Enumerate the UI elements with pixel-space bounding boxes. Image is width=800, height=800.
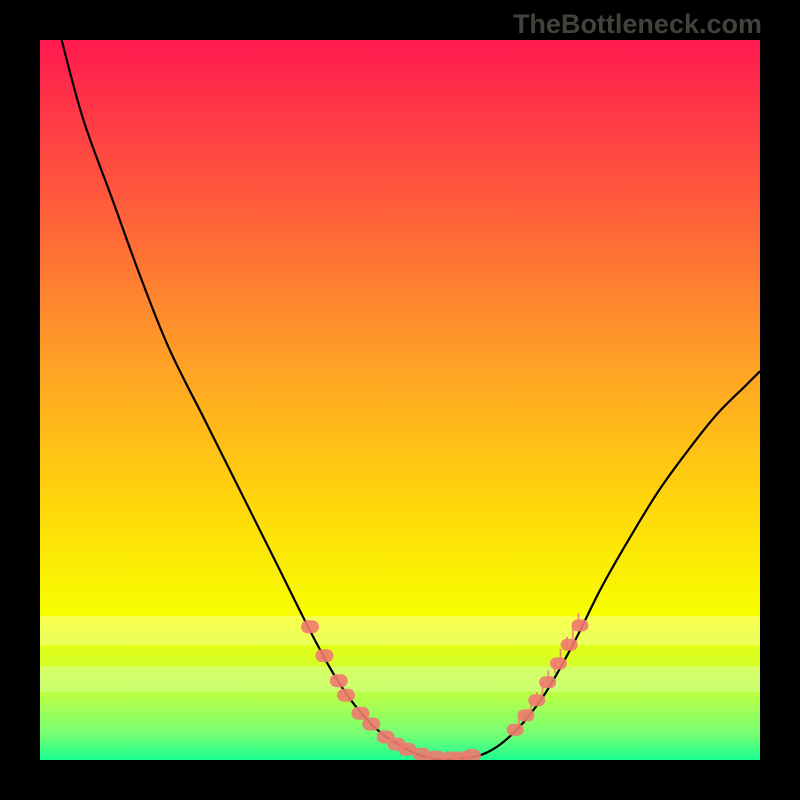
reference-point — [362, 718, 380, 731]
reference-point — [572, 619, 589, 631]
plot-area — [40, 40, 760, 760]
reference-point — [463, 749, 481, 760]
reference-point — [528, 694, 545, 706]
reference-point — [315, 649, 333, 662]
bottleneck-figure: TheBottleneck.com — [0, 0, 800, 800]
reference-point — [351, 707, 369, 720]
gradient-background — [40, 40, 760, 760]
reference-point — [301, 620, 319, 633]
watermark-text: TheBottleneck.com — [513, 9, 762, 40]
reference-point — [337, 689, 355, 702]
chart-svg — [40, 40, 760, 760]
reference-point — [550, 658, 567, 670]
reference-point — [518, 709, 535, 721]
reference-point — [561, 639, 578, 651]
reference-point — [330, 674, 348, 687]
reference-point — [539, 676, 556, 688]
reference-point — [507, 724, 524, 736]
